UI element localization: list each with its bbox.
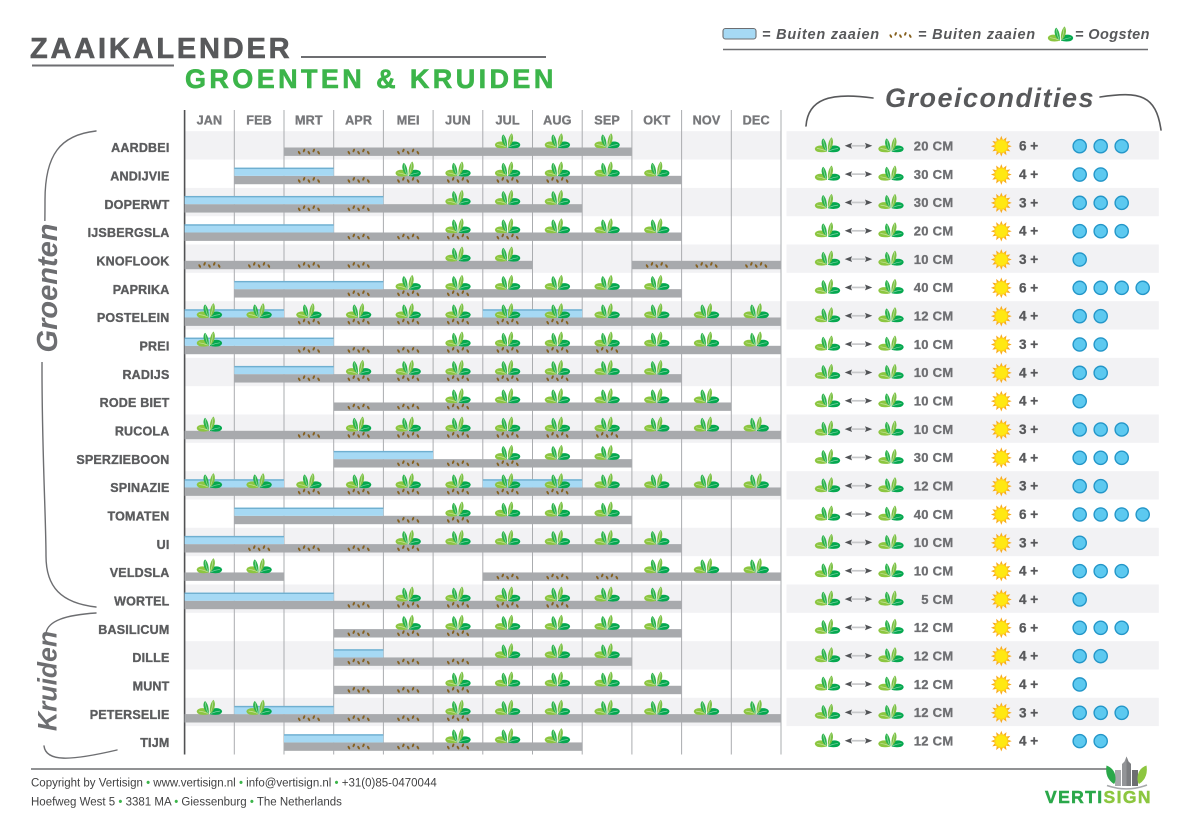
svg-text:4 +: 4 + [1019, 394, 1038, 409]
svg-text:3 +: 3 + [1019, 337, 1038, 352]
svg-text:DILLE: DILLE [132, 651, 169, 665]
svg-text:AARDBEI: AARDBEI [111, 141, 169, 155]
svg-text:SEP: SEP [594, 114, 620, 128]
svg-text:20 CM: 20 CM [914, 223, 954, 238]
svg-text:6 +: 6 + [1019, 620, 1038, 635]
svg-text:5 CM: 5 CM [921, 592, 953, 607]
svg-text:BASILICUM: BASILICUM [98, 623, 169, 637]
svg-text:4 +: 4 + [1019, 224, 1038, 239]
svg-text:3 +: 3 + [1019, 705, 1038, 720]
svg-text:PAPRIKA: PAPRIKA [113, 283, 170, 297]
svg-text:30 CM: 30 CM [914, 167, 954, 182]
svg-text:ZAAIKALENDER: ZAAIKALENDER [30, 33, 292, 65]
svg-text:12 CM: 12 CM [914, 620, 954, 635]
svg-text:10 CM: 10 CM [914, 393, 954, 408]
svg-text:4 +: 4 + [1019, 167, 1038, 182]
svg-text:IJSBERGSLA: IJSBERGSLA [88, 226, 170, 240]
svg-text:JUN: JUN [445, 114, 471, 128]
svg-text:12 CM: 12 CM [914, 733, 954, 748]
svg-text:40 CM: 40 CM [914, 507, 954, 522]
svg-text:JUL: JUL [495, 114, 519, 128]
svg-text:NOV: NOV [693, 114, 721, 128]
svg-text:10 CM: 10 CM [914, 365, 954, 380]
svg-text:MEI: MEI [397, 114, 420, 128]
svg-text:6 +: 6 + [1019, 139, 1038, 154]
svg-text:3 +: 3 + [1019, 479, 1038, 494]
svg-text:WORTEL: WORTEL [114, 594, 170, 608]
svg-text:20 CM: 20 CM [914, 139, 954, 154]
svg-text:KNOFLOOK: KNOFLOOK [96, 255, 169, 269]
svg-text:GROENTEN & KRUIDEN: GROENTEN & KRUIDEN [185, 64, 557, 94]
svg-text:4 +: 4 + [1019, 450, 1038, 465]
svg-text:POSTELEIN: POSTELEIN [97, 311, 170, 325]
svg-text:ANDIJVIE: ANDIJVIE [110, 170, 169, 184]
svg-text:4 +: 4 + [1019, 734, 1038, 749]
svg-text:3 +: 3 + [1019, 535, 1038, 550]
svg-text:RADIJS: RADIJS [122, 368, 169, 382]
svg-text:MUNT: MUNT [133, 679, 170, 693]
svg-text:= Buiten zaaien: = Buiten zaaien [762, 27, 880, 43]
svg-text:RODE BIET: RODE BIET [100, 396, 170, 410]
svg-text:30 CM: 30 CM [914, 450, 954, 465]
svg-text:4 +: 4 + [1019, 564, 1038, 579]
svg-text:4 +: 4 + [1019, 309, 1038, 324]
svg-text:PETERSELIE: PETERSELIE [90, 708, 170, 722]
svg-text:TIJM: TIJM [140, 736, 169, 750]
svg-text:Groenten: Groenten [32, 224, 64, 353]
svg-text:APR: APR [345, 114, 372, 128]
svg-text:RUCOLA: RUCOLA [115, 425, 170, 439]
svg-text:JAN: JAN [197, 114, 223, 128]
svg-text:12 CM: 12 CM [914, 705, 954, 720]
svg-text:12 CM: 12 CM [914, 478, 954, 493]
svg-text:Hoefweg West 5 • 3381 MA • Gie: Hoefweg West 5 • 3381 MA • Giessenburg •… [31, 797, 342, 809]
svg-text:OKT: OKT [643, 114, 670, 128]
svg-text:= Oogsten: = Oogsten [1075, 27, 1150, 43]
svg-text:FEB: FEB [246, 114, 272, 128]
svg-text:6 +: 6 + [1019, 507, 1038, 522]
svg-text:40 CM: 40 CM [914, 280, 954, 295]
svg-text:6 +: 6 + [1019, 280, 1038, 295]
svg-text:3 +: 3 + [1019, 252, 1038, 267]
svg-text:Groeicondities: Groeicondities [885, 83, 1095, 113]
svg-text:SPINAZIE: SPINAZIE [110, 481, 169, 495]
svg-text:12 CM: 12 CM [914, 308, 954, 323]
svg-text:4 +: 4 + [1019, 592, 1038, 607]
svg-text:SPERZIEBOON: SPERZIEBOON [76, 453, 169, 467]
svg-text:3 +: 3 + [1019, 422, 1038, 437]
svg-text:12 CM: 12 CM [914, 648, 954, 663]
svg-text:30 CM: 30 CM [914, 195, 954, 210]
svg-text:MRT: MRT [295, 114, 323, 128]
svg-text:10 CM: 10 CM [914, 535, 954, 550]
svg-text:4 +: 4 + [1019, 365, 1038, 380]
svg-text:10 CM: 10 CM [914, 252, 954, 267]
svg-text:4 +: 4 + [1019, 677, 1038, 692]
svg-text:10 CM: 10 CM [914, 337, 954, 352]
svg-text:Copyright by Vertisign • www.: Copyright by Vertisign • www.vertisign.n… [31, 778, 437, 790]
svg-text:UI: UI [157, 538, 170, 552]
svg-text:3 +: 3 + [1019, 195, 1038, 210]
svg-text:DOPERWT: DOPERWT [104, 198, 169, 212]
svg-text:DEC: DEC [743, 114, 770, 128]
svg-text:PREI: PREI [140, 340, 170, 354]
svg-text:VELDSLA: VELDSLA [110, 566, 170, 580]
svg-text:12 CM: 12 CM [914, 677, 954, 692]
svg-text:AUG: AUG [543, 114, 571, 128]
svg-text:TOMATEN: TOMATEN [107, 509, 169, 523]
svg-text:VERTISIGN: VERTISIGN [1045, 787, 1152, 807]
svg-text:10 CM: 10 CM [914, 563, 954, 578]
svg-text:10 CM: 10 CM [914, 422, 954, 437]
svg-text:= Buiten zaaien: = Buiten zaaien [918, 27, 1036, 43]
svg-text:Kruiden: Kruiden [33, 631, 63, 731]
svg-text:4 +: 4 + [1019, 649, 1038, 664]
